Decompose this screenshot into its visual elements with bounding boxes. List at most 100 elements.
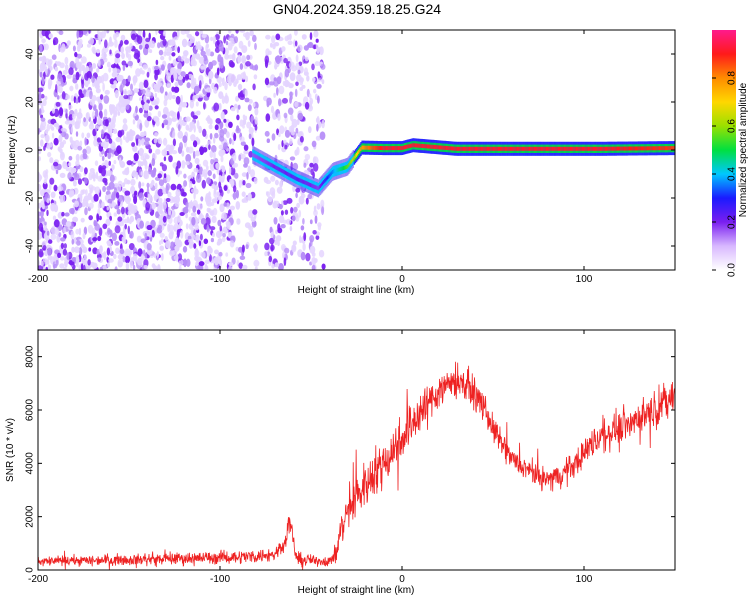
ridge-core bbox=[421, 143, 423, 148]
noise-blob bbox=[247, 165, 251, 175]
ridge-core bbox=[614, 146, 617, 151]
noise-blob bbox=[271, 133, 276, 141]
noise-blob bbox=[45, 129, 49, 135]
noise-blob bbox=[60, 151, 64, 157]
noise-blob bbox=[254, 266, 258, 270]
noise-blob bbox=[150, 201, 156, 210]
ridge-core bbox=[473, 146, 476, 151]
ridge-core bbox=[494, 146, 496, 151]
ridge-core bbox=[337, 167, 339, 172]
ridge-core bbox=[257, 155, 259, 160]
noise-blob bbox=[105, 119, 109, 127]
noise-blob bbox=[92, 48, 96, 55]
noise-blob bbox=[306, 75, 310, 82]
ridge-core bbox=[467, 146, 469, 151]
ridge-core bbox=[432, 144, 434, 149]
noise-blob bbox=[185, 161, 190, 166]
ridge-core bbox=[274, 164, 276, 169]
noise-blob bbox=[81, 257, 85, 263]
noise-blob bbox=[176, 229, 180, 238]
noise-blob bbox=[203, 57, 209, 65]
ridge-core bbox=[375, 145, 377, 150]
noise-blob bbox=[218, 251, 223, 257]
ridge-core bbox=[478, 146, 480, 151]
noise-blob bbox=[185, 124, 190, 131]
ridge-core bbox=[642, 146, 644, 151]
ridge-core bbox=[366, 145, 369, 150]
noise-blob bbox=[82, 232, 86, 240]
noise-blob bbox=[233, 46, 238, 54]
noise-blob bbox=[317, 224, 321, 231]
noise-blob bbox=[62, 226, 66, 234]
ridge-core bbox=[659, 146, 661, 151]
noise-blob bbox=[143, 259, 149, 268]
noise-blob bbox=[242, 180, 246, 186]
noise-blob bbox=[70, 167, 77, 174]
noise-blob bbox=[285, 218, 291, 225]
noise-blob bbox=[247, 224, 252, 231]
noise-blob bbox=[279, 180, 283, 188]
noise-blob bbox=[103, 57, 108, 63]
noise-blob bbox=[106, 134, 111, 139]
ridge-core bbox=[503, 146, 505, 151]
noise-blob bbox=[273, 77, 277, 82]
y-tick-label: -20 bbox=[25, 190, 36, 205]
noise-blob bbox=[214, 47, 220, 53]
noise-blob bbox=[144, 43, 149, 50]
noise-blob bbox=[231, 139, 235, 146]
noise-blob bbox=[54, 227, 60, 236]
noise-blob bbox=[245, 244, 249, 250]
noise-blob bbox=[142, 64, 149, 70]
noise-blob bbox=[289, 225, 293, 232]
noise-blob bbox=[46, 142, 53, 148]
ridge-core bbox=[413, 143, 416, 148]
noise-blob bbox=[132, 75, 138, 84]
noise-blob bbox=[67, 172, 72, 180]
noise-blob bbox=[207, 170, 212, 177]
spectrogram-ylabel: Frequency (Hz) bbox=[7, 116, 18, 185]
noise-blob bbox=[218, 181, 222, 189]
noise-blob bbox=[212, 35, 217, 45]
noise-blob bbox=[284, 35, 290, 42]
noise-blob bbox=[271, 263, 275, 269]
noise-blob bbox=[128, 243, 135, 251]
noise-blob bbox=[291, 244, 297, 253]
noise-blob bbox=[303, 232, 307, 242]
noise-blob bbox=[157, 224, 163, 231]
noise-blob bbox=[143, 265, 148, 269]
noise-blob bbox=[192, 140, 198, 148]
ridge-core bbox=[314, 185, 316, 189]
noise-blob bbox=[75, 62, 82, 66]
ridge-core bbox=[335, 168, 337, 173]
ridge-core bbox=[345, 165, 347, 170]
noise-blob bbox=[282, 97, 288, 104]
noise-blob bbox=[72, 140, 76, 146]
noise-blob bbox=[64, 64, 69, 71]
noise-blob bbox=[239, 136, 245, 143]
ridge-core bbox=[348, 162, 350, 167]
noise-blob bbox=[143, 102, 150, 111]
ridge-core bbox=[591, 146, 594, 151]
ridge-core bbox=[579, 146, 582, 151]
noise-blob bbox=[38, 216, 41, 225]
noise-blob bbox=[193, 185, 197, 193]
noise-blob bbox=[138, 61, 143, 67]
ridge-core bbox=[489, 146, 491, 151]
noise-blob bbox=[309, 219, 313, 225]
ridge-core bbox=[620, 146, 622, 151]
noise-blob bbox=[186, 82, 191, 89]
noise-blob bbox=[170, 230, 174, 236]
ridge-core bbox=[549, 146, 551, 151]
noise-blob bbox=[206, 248, 211, 257]
noise-blob bbox=[242, 32, 248, 38]
ridge-core bbox=[670, 146, 672, 151]
ridge-core bbox=[352, 157, 354, 162]
noise-blob bbox=[43, 145, 46, 151]
noise-blob bbox=[185, 223, 189, 230]
ridge-core bbox=[518, 146, 520, 151]
noise-blob bbox=[177, 55, 182, 62]
noise-blob bbox=[143, 170, 149, 177]
noise-blob bbox=[48, 33, 53, 39]
noise-blob bbox=[309, 235, 315, 243]
noise-blob bbox=[280, 210, 284, 216]
